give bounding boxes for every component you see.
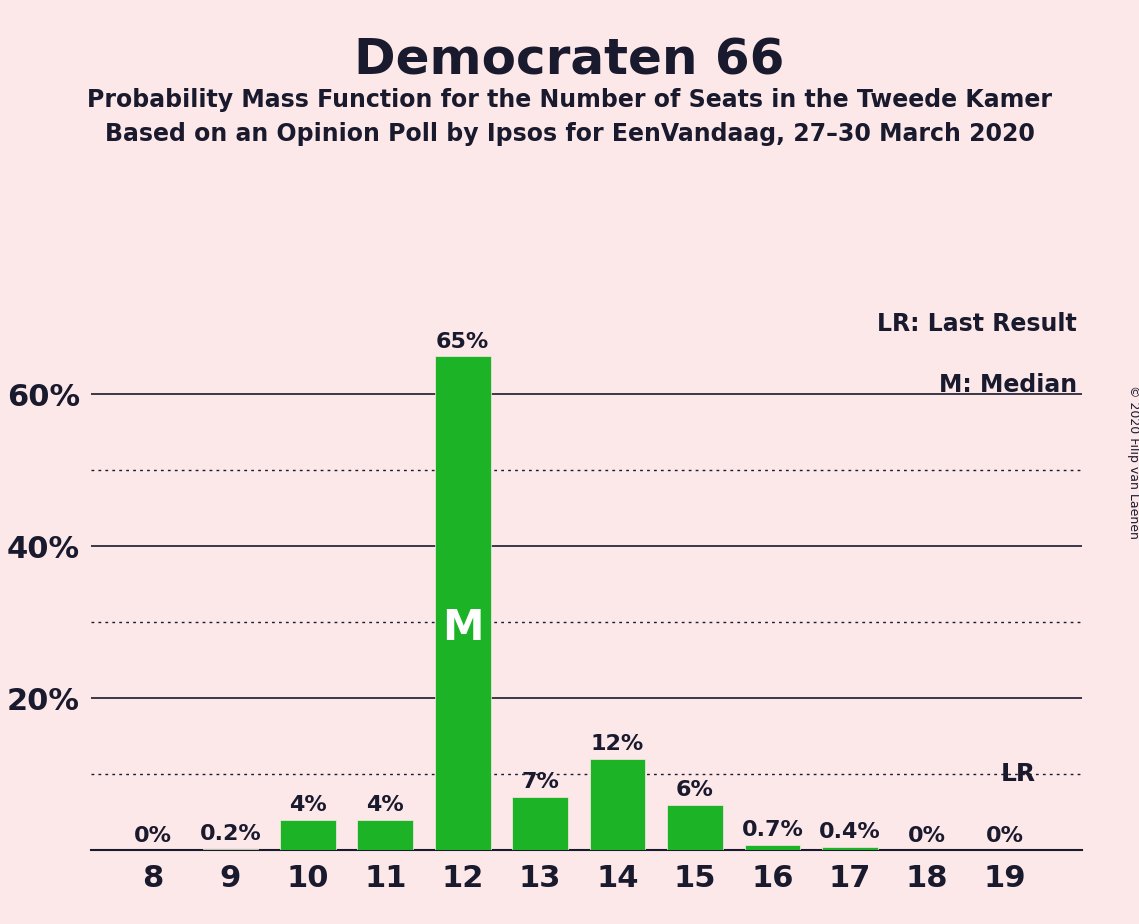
Text: Based on an Opinion Poll by Ipsos for EenVandaag, 27–30 March 2020: Based on an Opinion Poll by Ipsos for Ee… bbox=[105, 122, 1034, 146]
Bar bbox=[667, 805, 723, 850]
Text: 7%: 7% bbox=[522, 772, 559, 793]
Text: 4%: 4% bbox=[289, 796, 327, 815]
Text: M: M bbox=[442, 607, 483, 649]
Text: 0%: 0% bbox=[985, 825, 1024, 845]
Bar bbox=[435, 357, 491, 850]
Text: 0.4%: 0.4% bbox=[819, 822, 880, 843]
Text: 65%: 65% bbox=[436, 332, 490, 352]
Bar bbox=[822, 847, 878, 850]
Text: Probability Mass Function for the Number of Seats in the Tweede Kamer: Probability Mass Function for the Number… bbox=[87, 88, 1052, 112]
Text: 0%: 0% bbox=[908, 825, 947, 845]
Bar bbox=[745, 845, 801, 850]
Text: 4%: 4% bbox=[367, 796, 404, 815]
Bar bbox=[358, 820, 413, 850]
Text: 0.2%: 0.2% bbox=[199, 824, 261, 844]
Bar bbox=[203, 848, 259, 850]
Bar bbox=[513, 796, 568, 850]
Text: LR: LR bbox=[1000, 762, 1035, 786]
Bar bbox=[280, 820, 336, 850]
Text: 12%: 12% bbox=[591, 735, 645, 754]
Text: 0%: 0% bbox=[134, 825, 172, 845]
Text: M: Median: M: Median bbox=[939, 373, 1077, 397]
Text: 6%: 6% bbox=[677, 780, 714, 800]
Text: © 2020 Filip van Laenen: © 2020 Filip van Laenen bbox=[1126, 385, 1139, 539]
Text: LR: Last Result: LR: Last Result bbox=[877, 312, 1077, 336]
Text: Democraten 66: Democraten 66 bbox=[354, 37, 785, 85]
Text: 0.7%: 0.7% bbox=[741, 821, 803, 840]
Bar bbox=[590, 759, 646, 850]
